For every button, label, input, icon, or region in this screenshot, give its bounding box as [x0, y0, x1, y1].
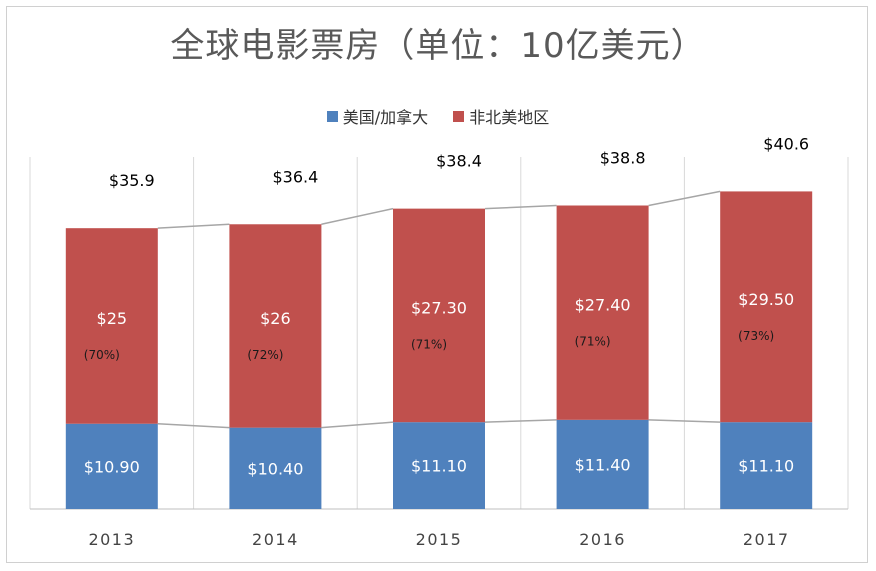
data-label-intl: $27.30 — [411, 298, 467, 317]
us-connector-line — [484, 419, 557, 423]
bar-intl-2016 — [556, 205, 649, 420]
chart-legend: 美国/加拿大 非北美地区 — [0, 104, 876, 128]
total-connector-line — [157, 223, 230, 229]
total-label: $38.4 — [436, 152, 482, 171]
legend-label-intl: 非北美地区 — [469, 108, 550, 127]
share-label-intl: (71%) — [575, 335, 611, 349]
legend-swatch-us — [326, 110, 338, 122]
total-connector-line — [484, 204, 557, 210]
data-label-us: $11.10 — [738, 457, 794, 476]
data-label-us: $11.40 — [575, 455, 631, 474]
legend-item-us: 美国/加拿大 — [326, 104, 429, 128]
bar-intl-2013 — [65, 228, 158, 424]
x-tick-label: 2017 — [743, 530, 790, 549]
us-connector-line — [648, 419, 721, 423]
bar-us-2016 — [556, 419, 649, 509]
total-label: $36.4 — [272, 167, 318, 186]
total-label: $40.6 — [763, 134, 809, 153]
bar-intl-2017 — [720, 191, 813, 423]
total-connector-line — [648, 190, 721, 207]
us-connector-line — [157, 422, 230, 429]
x-tick-label: 2015 — [416, 530, 463, 549]
share-label-intl: (73%) — [738, 329, 774, 343]
x-tick-label: 2013 — [88, 530, 135, 549]
bar-us-2017 — [720, 422, 813, 509]
legend-swatch-intl — [453, 110, 465, 122]
data-label-intl: $26 — [260, 309, 291, 328]
total-label: $35.9 — [109, 171, 155, 190]
legend-item-intl: 非北美地区 — [453, 104, 549, 128]
share-label-intl: (71%) — [411, 337, 447, 351]
total-label: $38.8 — [600, 148, 646, 167]
share-label-intl: (70%) — [84, 348, 120, 362]
total-connector-line — [321, 207, 394, 226]
x-tick-label: 2014 — [252, 530, 299, 549]
x-tick-label: 2016 — [579, 530, 626, 549]
data-label-us: $10.40 — [247, 459, 303, 478]
legend-label-us: 美国/加拿大 — [342, 108, 429, 127]
data-label-intl: $29.50 — [738, 290, 794, 309]
data-label-intl: $25 — [97, 309, 128, 328]
bar-intl-2015 — [393, 208, 485, 423]
bar-us-2014 — [229, 427, 322, 509]
chart-frame — [6, 6, 868, 563]
chart-title: 全球电影票房（单位：10亿美元） — [170, 26, 706, 66]
us-connector-line — [321, 421, 394, 429]
share-label-intl: (72%) — [247, 348, 283, 362]
bar-intl-2014 — [229, 224, 322, 428]
data-label-us: $11.10 — [411, 457, 467, 476]
bar-us-2013 — [65, 423, 158, 509]
data-label-intl: $27.40 — [575, 296, 631, 315]
data-label-us: $10.90 — [84, 457, 140, 476]
bar-us-2015 — [393, 422, 485, 509]
